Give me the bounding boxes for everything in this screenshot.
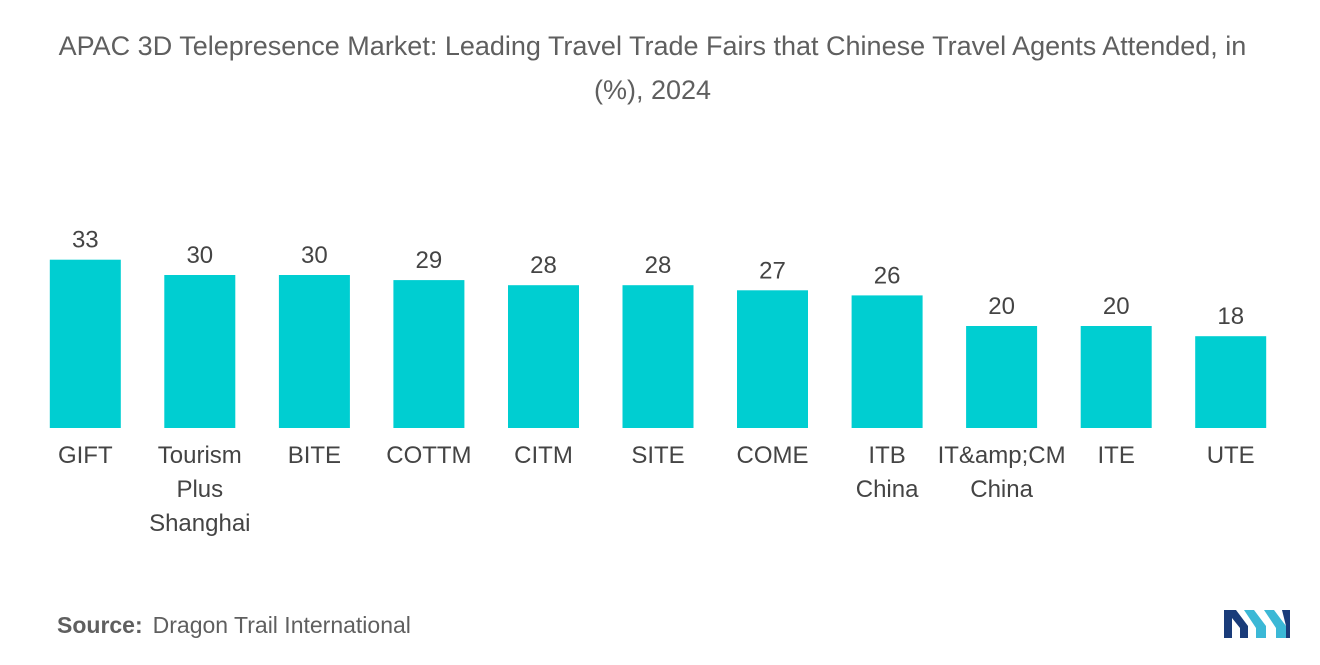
bar-4 xyxy=(508,285,579,428)
data-label-9: 20 xyxy=(1103,293,1130,320)
category-label-1-1: Plus xyxy=(176,476,223,503)
data-label-1: 30 xyxy=(186,242,213,269)
category-label-1-2: Shanghai xyxy=(149,510,250,537)
source-label: Source: xyxy=(57,612,143,638)
category-label-10-0: UTE xyxy=(1207,442,1255,469)
data-label-6: 27 xyxy=(759,257,786,284)
category-label-8-1: China xyxy=(970,476,1033,503)
bar-9 xyxy=(1080,326,1152,428)
category-label-7-1: China xyxy=(856,476,919,503)
category-label-9-0: ITE xyxy=(1098,442,1135,469)
data-label-3: 29 xyxy=(416,247,443,274)
category-label-0-0: GIFT xyxy=(58,442,113,469)
data-label-2: 30 xyxy=(301,242,328,269)
bar-0 xyxy=(49,259,121,428)
bar-6 xyxy=(737,290,808,428)
category-label-6-0: COME xyxy=(737,442,809,469)
category-label-3-0: COTTM xyxy=(386,442,471,469)
data-label-5: 28 xyxy=(645,252,672,279)
category-label-8-0: IT&amp;CM xyxy=(938,442,1066,469)
data-label-10: 18 xyxy=(1217,303,1244,330)
bar-8 xyxy=(966,326,1038,428)
logo-shape-middle xyxy=(1244,610,1266,638)
category-label-5-0: SITE xyxy=(631,442,684,469)
data-label-4: 28 xyxy=(530,252,557,279)
bar-7 xyxy=(851,295,923,428)
logo-shape-left xyxy=(1224,610,1248,638)
mordor-intelligence-logo-icon xyxy=(1224,610,1290,638)
data-label-8: 20 xyxy=(988,293,1015,320)
data-label-0: 33 xyxy=(72,227,99,254)
bar-chart: 33 GIFT 30 Tourism Plus Shanghai 30 BITE 29 COTTM… xyxy=(49,227,1267,537)
source-line: Source: Dragon Trail International xyxy=(57,612,411,639)
category-label-7-0: ITB xyxy=(868,442,905,469)
bar-3 xyxy=(393,280,465,428)
bar-2 xyxy=(278,275,350,428)
bar-5 xyxy=(622,285,694,428)
logo-shape-right xyxy=(1264,610,1286,638)
chart-title: APAC 3D Telepresence Market: Leading Tra… xyxy=(58,31,1247,105)
logo-shape-right-dark xyxy=(1282,610,1290,638)
category-label-2-0: BITE xyxy=(288,442,341,469)
bar-10 xyxy=(1195,336,1267,428)
category-label-1-0: Tourism xyxy=(158,442,242,469)
category-label-4-0: CITM xyxy=(514,442,573,469)
bar-1 xyxy=(164,275,236,428)
source-text: Dragon Trail International xyxy=(152,612,411,638)
data-label-7: 26 xyxy=(874,262,901,289)
